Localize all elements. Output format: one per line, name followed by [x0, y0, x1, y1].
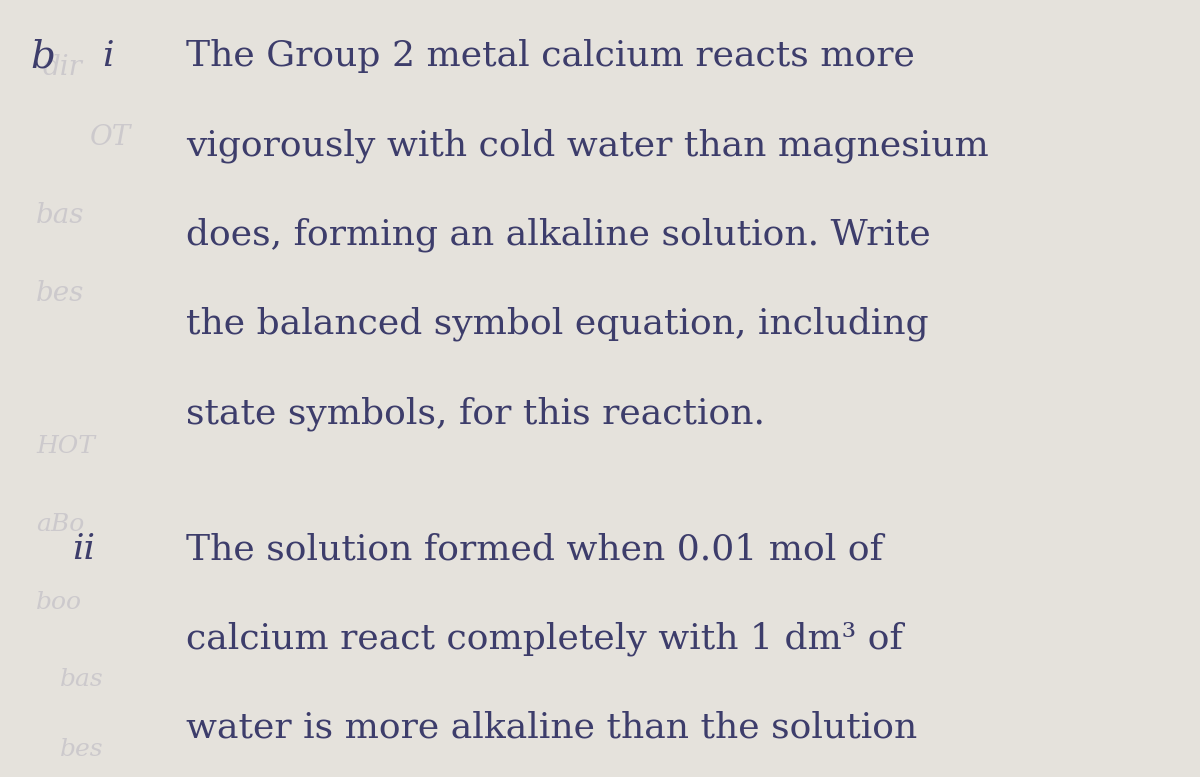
Text: ii: ii — [72, 532, 95, 566]
Text: aBo: aBo — [36, 513, 84, 536]
Text: state symbols, for this reaction.: state symbols, for this reaction. — [186, 396, 766, 430]
Text: vigorously with cold water than magnesium: vigorously with cold water than magnesiu… — [186, 128, 989, 162]
Text: OT: OT — [90, 124, 131, 152]
Text: does, forming an alkaline solution. Write: does, forming an alkaline solution. Writ… — [186, 218, 931, 252]
Text: The solution formed when 0.01 mol of: The solution formed when 0.01 mol of — [186, 532, 883, 566]
Text: calcium react completely with 1 dm³ of: calcium react completely with 1 dm³ of — [186, 622, 902, 656]
Text: boo: boo — [36, 591, 82, 614]
Text: water is more alkaline than the solution: water is more alkaline than the solution — [186, 711, 917, 745]
Text: b: b — [30, 39, 55, 76]
Text: The Group 2 metal calcium reacts more: The Group 2 metal calcium reacts more — [186, 39, 914, 73]
Text: the balanced symbol equation, including: the balanced symbol equation, including — [186, 307, 929, 341]
Text: bas: bas — [36, 202, 84, 229]
Text: bas: bas — [60, 668, 103, 692]
Text: HOT: HOT — [36, 435, 95, 458]
Text: bes: bes — [60, 738, 103, 761]
Text: dir: dir — [42, 54, 82, 82]
Text: bes: bes — [36, 280, 84, 307]
Text: i: i — [102, 39, 114, 73]
